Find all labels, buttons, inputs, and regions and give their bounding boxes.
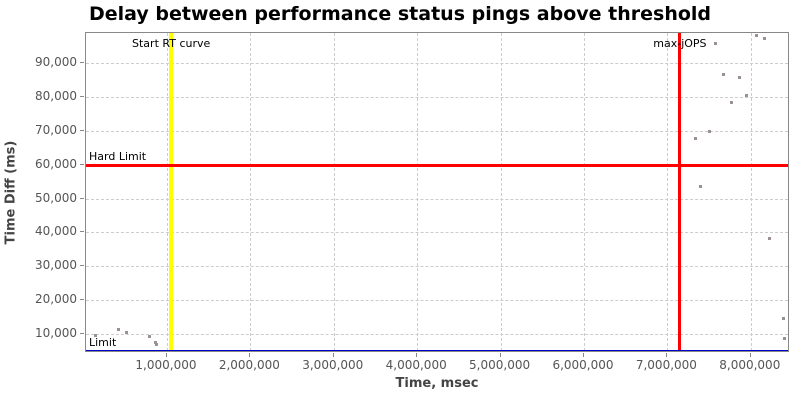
y-tick-mark (80, 96, 84, 97)
marker-line-max-jops (678, 33, 682, 351)
marker-label-max-jops: max-jOPS (653, 37, 707, 50)
y-tick-mark (80, 333, 84, 335)
y-tick-label: 90,000 (35, 55, 77, 70)
gridline-vertical (750, 33, 752, 351)
x-tick-label: 2,000,000 (218, 358, 280, 372)
x-tick-mark (249, 353, 251, 357)
data-point (745, 94, 749, 98)
y-tick-mark (80, 163, 84, 165)
marker-line-start-rt-curve (169, 33, 174, 351)
x-tick-mark (582, 353, 584, 357)
data-point (707, 130, 711, 134)
gridline-horizontal (86, 63, 788, 65)
x-tick-mark (165, 353, 167, 357)
data-point (721, 72, 725, 76)
y-tick-label: 60,000 (35, 156, 77, 171)
y-tick-label: 10,000 (35, 326, 77, 341)
data-point (694, 136, 698, 140)
gridline-horizontal (86, 97, 788, 98)
x-tick-label: 5,000,000 (469, 358, 531, 372)
y-tick-mark (80, 62, 84, 64)
marker-label-limit: Limit (89, 335, 117, 349)
gridline-vertical (250, 33, 252, 351)
marker-label-hard-limit: Hard Limit (89, 149, 147, 163)
data-point (781, 317, 785, 321)
x-tick-label: 4,000,000 (385, 358, 447, 372)
y-tick-mark (80, 231, 84, 233)
gridline-vertical (166, 33, 168, 351)
y-tick-label: 50,000 (35, 190, 77, 205)
data-point (767, 236, 771, 240)
data-point (155, 343, 159, 347)
gridline-horizontal (86, 130, 788, 132)
x-axis-title: Time, msec (395, 376, 479, 391)
gridline-horizontal (86, 198, 788, 200)
x-tick-label: 6,000,000 (552, 358, 614, 372)
data-point (117, 328, 121, 332)
data-point (730, 101, 734, 105)
y-tick-label: 70,000 (35, 122, 77, 137)
data-point (147, 334, 151, 338)
x-tick-label: 3,000,000 (302, 358, 364, 372)
y-tick-mark (80, 129, 84, 131)
y-tick-label: 40,000 (35, 224, 77, 239)
x-tick-mark (666, 353, 668, 357)
y-tick-label: 30,000 (35, 258, 77, 273)
data-point (714, 42, 718, 46)
x-tick-mark (499, 353, 501, 357)
y-tick-label: 80,000 (35, 89, 77, 103)
y-tick-mark (80, 299, 84, 301)
marker-line-hard-limit (86, 163, 788, 167)
marker-line-limit (86, 349, 788, 351)
gridline-horizontal (86, 232, 788, 234)
gridline-horizontal (86, 300, 788, 302)
marker-label-start-rt-curve: Start RT curve (132, 37, 211, 50)
x-tick-label: 7,000,000 (635, 358, 697, 372)
data-point (93, 334, 97, 338)
x-tick-mark (332, 353, 334, 357)
y-tick-label: 20,000 (35, 292, 77, 307)
plot-area: Start RT curve max-jOPS Hard Limit Limit (85, 32, 789, 352)
data-point (153, 341, 157, 345)
data-point (782, 337, 786, 341)
data-point (763, 37, 767, 41)
y-tick-mark (80, 197, 84, 199)
gridline-vertical (333, 33, 335, 351)
x-tick-label: 8,000,000 (719, 358, 781, 372)
data-point (699, 185, 703, 189)
x-tick-mark (416, 353, 418, 357)
y-tick-mark (80, 265, 84, 267)
x-tick-mark (749, 353, 751, 357)
data-point (124, 330, 128, 334)
data-point (755, 33, 759, 37)
gridline-vertical (500, 33, 502, 351)
gridline-horizontal (86, 334, 788, 336)
gridline-vertical (583, 33, 585, 351)
x-tick-label: 1,000,000 (135, 358, 197, 372)
gridline-horizontal (86, 266, 788, 268)
chart-title: Delay between performance status pings a… (88, 3, 712, 25)
data-point (738, 75, 742, 79)
gridline-vertical (417, 33, 419, 351)
gridline-vertical (667, 33, 669, 351)
